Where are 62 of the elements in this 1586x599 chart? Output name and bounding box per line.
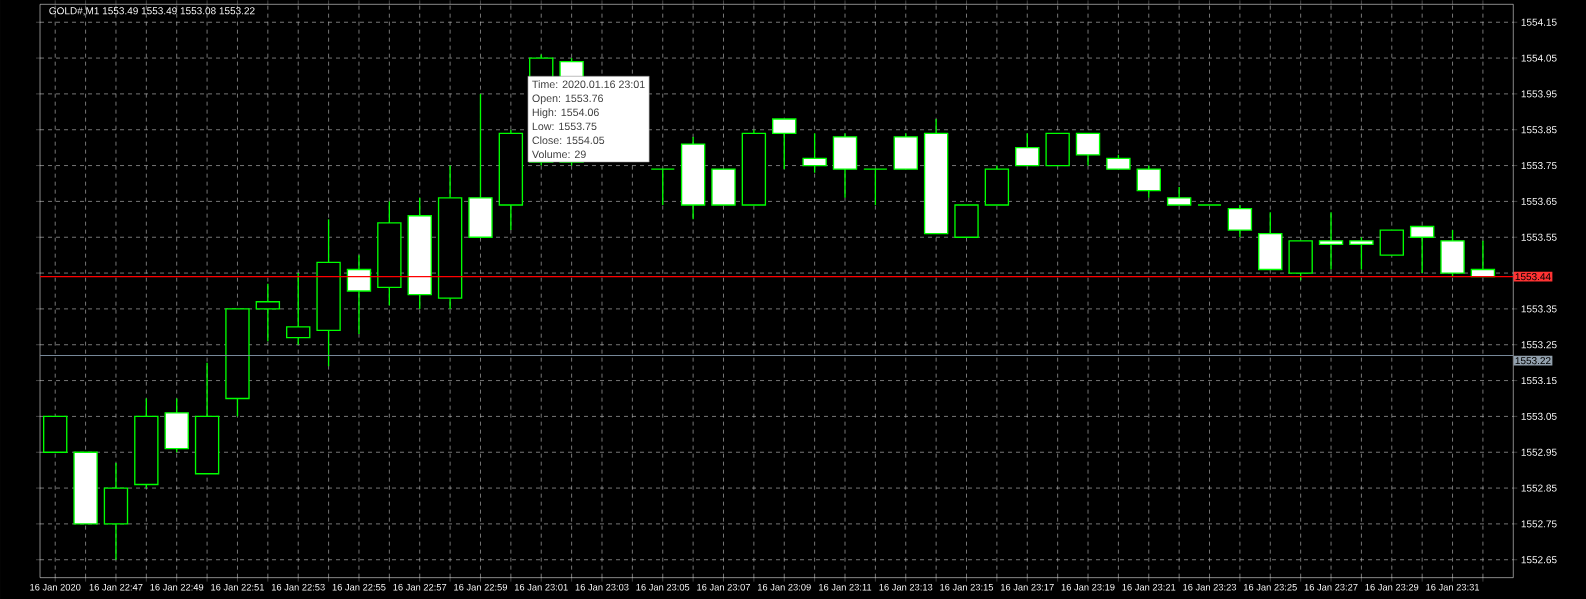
y-tick-label: 1554.15 bbox=[1521, 18, 1557, 26]
candlestick bbox=[863, 168, 888, 206]
x-tick-label: 16 Jan 22:59 bbox=[454, 583, 508, 591]
candlestick bbox=[255, 283, 281, 342]
x-tick-label: 16 Jan 2020 bbox=[30, 583, 81, 591]
x-tick-label: 16 Jan 23:27 bbox=[1304, 583, 1358, 591]
candlestick bbox=[1409, 225, 1435, 274]
candlestick bbox=[1227, 204, 1253, 238]
x-tick-label: 16 Jan 23:21 bbox=[1122, 583, 1176, 591]
x-tick-label: 16 Jan 23:25 bbox=[1244, 583, 1297, 591]
candlestick bbox=[1015, 132, 1040, 167]
x-tick-label: 16 Jan 22:53 bbox=[271, 583, 325, 591]
y-tick-label: 1553.95 bbox=[1521, 90, 1557, 98]
candlestick bbox=[1318, 211, 1344, 271]
y-tick-label: 1553.25 bbox=[1521, 341, 1557, 349]
candlestick bbox=[346, 254, 372, 335]
y-tick-label: 1552.85 bbox=[1521, 484, 1557, 492]
y-tick-label: 1552.75 bbox=[1521, 520, 1557, 528]
candlestick bbox=[802, 132, 827, 174]
candlestick bbox=[1349, 236, 1374, 271]
x-tick-label: 16 Jan 23:03 bbox=[575, 583, 629, 591]
candlestick bbox=[1075, 132, 1101, 167]
x-tick-label: 16 Jan 23:09 bbox=[757, 583, 811, 591]
y-tick-label: 1553.05 bbox=[1521, 412, 1557, 420]
x-tick-label: 16 Jan 23:01 bbox=[514, 583, 568, 591]
y-tick-label: 1553.35 bbox=[1521, 305, 1557, 313]
ref-line-label: 1553.22 bbox=[1515, 357, 1551, 365]
y-tick-label: 1553.85 bbox=[1521, 126, 1557, 134]
y-tick-label: 1553.55 bbox=[1521, 233, 1557, 241]
x-tick-label: 16 Jan 23:29 bbox=[1365, 583, 1419, 591]
annotation: Time: 2020.01.16 23:01 bbox=[532, 80, 645, 89]
annotation: High: 1554.06 bbox=[532, 108, 599, 119]
annotation: Close: 1554.05 bbox=[532, 136, 605, 145]
x-tick-label: 16 Jan 22:57 bbox=[393, 583, 447, 591]
chart-title: GOLD#,M1 1553.49 1553.49 1553.08 1553.22 bbox=[49, 7, 255, 16]
y-tick-label: 1554.05 bbox=[1521, 54, 1557, 62]
annotation: Low: 1553.75 bbox=[532, 122, 597, 131]
candlestick bbox=[286, 272, 311, 346]
x-tick-label: 16 Jan 23:05 bbox=[636, 583, 690, 591]
y-tick-label: 1553.15 bbox=[1521, 377, 1557, 385]
x-tick-label: 16 Jan 23:13 bbox=[879, 583, 933, 591]
annotation: Volume: 29 bbox=[531, 150, 586, 159]
x-tick-label: 16 Jan 23:19 bbox=[1061, 583, 1115, 591]
x-tick-label: 16 Jan 23:11 bbox=[819, 583, 872, 591]
x-tick-label: 16 Jan 23:17 bbox=[1000, 583, 1054, 591]
y-tick-label: 1552.65 bbox=[1521, 556, 1557, 564]
candlestick bbox=[650, 168, 675, 206]
annotation: Open: 1553.76 bbox=[532, 94, 604, 105]
y-tick-label: 1552.95 bbox=[1521, 448, 1557, 456]
candlestick bbox=[1136, 164, 1161, 199]
x-tick-label: 16 Jan 23:07 bbox=[697, 583, 750, 591]
x-tick-label: 16 Jan 22:49 bbox=[150, 583, 204, 591]
x-tick-label: 16 Jan 23:23 bbox=[1183, 583, 1237, 591]
x-tick-label: 16 Jan 23:15 bbox=[940, 583, 994, 591]
candlestick bbox=[772, 118, 797, 170]
x-tick-label: 16 Jan 23:31 bbox=[1426, 583, 1480, 591]
x-tick-label: 16 Jan 22:51 bbox=[211, 583, 264, 591]
x-tick-label: 16 Jan 22:55 bbox=[332, 583, 386, 591]
ref-line-label: 1553.44 bbox=[1515, 273, 1551, 281]
y-tick-label: 1553.75 bbox=[1521, 162, 1557, 170]
x-tick-label: 16 Jan 22:47 bbox=[89, 583, 143, 591]
y-tick-label: 1553.65 bbox=[1521, 197, 1557, 205]
